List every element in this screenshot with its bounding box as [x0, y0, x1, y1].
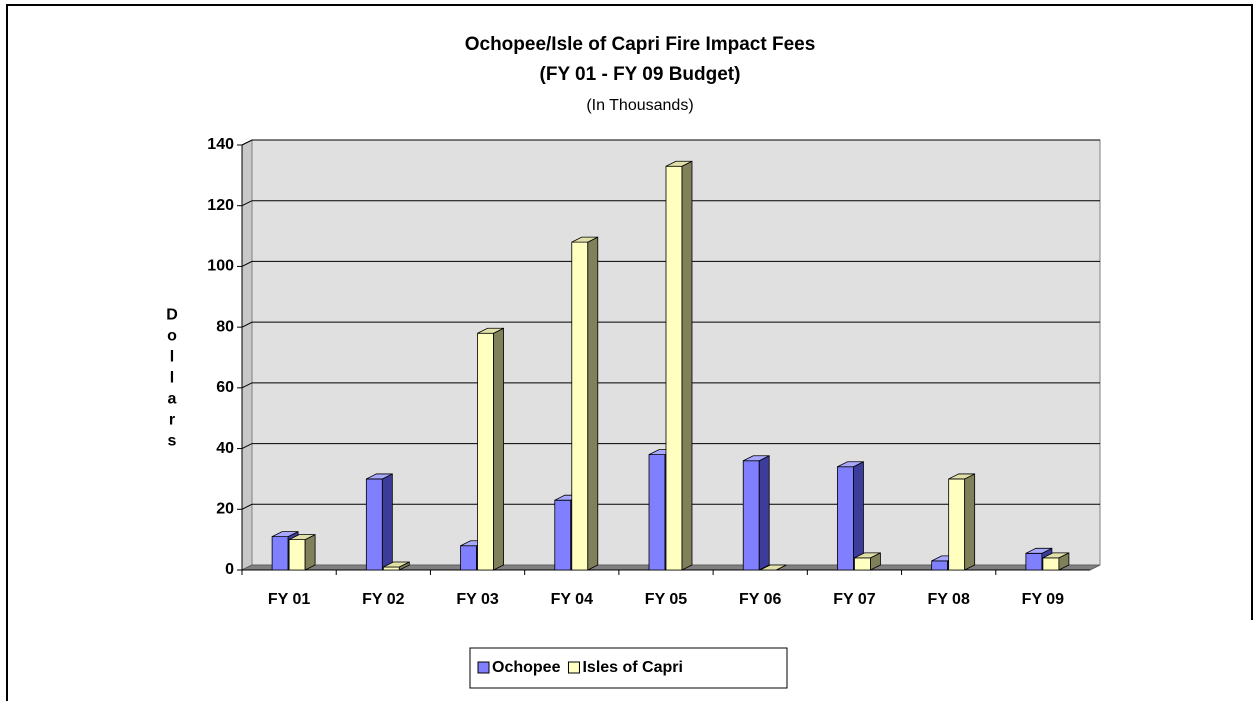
x-tick-label: FY 01 — [268, 591, 311, 608]
bar-face — [742, 460, 760, 571]
bar-face — [665, 160, 693, 167]
bar — [382, 561, 410, 571]
x-tick-label: FY 08 — [927, 591, 970, 608]
bar-face — [760, 564, 787, 571]
y-tick-label: 0 — [225, 561, 234, 578]
bar — [854, 552, 881, 571]
bar-face — [477, 327, 504, 334]
y-tick-label: 120 — [207, 197, 234, 214]
bar-face — [365, 478, 383, 571]
x-tick-label: FY 02 — [362, 591, 405, 608]
bar-face — [964, 473, 976, 571]
bar-face — [304, 533, 316, 571]
bar-face — [288, 539, 306, 571]
bar-face — [554, 499, 572, 571]
bar-face — [571, 236, 598, 243]
bar-face — [854, 557, 871, 571]
bar-face — [948, 478, 966, 571]
grid-line — [241, 382, 1100, 389]
grid-line — [241, 139, 1100, 146]
chart-title: Ochopee/Isle of Capri Fire Impact Fees — [465, 34, 816, 55]
bar-face — [1025, 547, 1053, 554]
y-axis-label: Dollars — [164, 307, 181, 454]
bar-face — [665, 165, 683, 571]
bar — [948, 473, 976, 571]
y-tick-label: 80 — [216, 318, 234, 335]
bar-face — [648, 454, 666, 571]
y-tick-label: 40 — [216, 440, 234, 457]
bar-face — [288, 534, 316, 541]
bar-face — [366, 473, 393, 480]
bar — [288, 533, 316, 571]
bar-face — [460, 545, 477, 571]
bar-face — [837, 466, 854, 571]
bar — [477, 327, 504, 571]
x-tick-label: FY 05 — [645, 591, 688, 608]
bar-face — [854, 552, 881, 559]
y-tick-label: 20 — [216, 501, 234, 518]
grid-line — [241, 321, 1100, 328]
grid-line — [241, 200, 1100, 207]
y-tick-label: 60 — [216, 379, 234, 396]
bar — [571, 236, 599, 571]
bar-face — [758, 455, 770, 571]
bar-face — [1042, 552, 1070, 559]
bar — [760, 564, 787, 571]
bar-face — [381, 473, 393, 571]
grid-line — [241, 503, 1100, 510]
x-tick-label: FY 03 — [456, 591, 499, 608]
grid-line — [241, 443, 1100, 450]
y-tick-label: 100 — [207, 258, 234, 275]
bar-face — [931, 560, 949, 571]
bar-face — [1042, 557, 1060, 571]
bar-face — [493, 327, 504, 571]
bar — [837, 461, 864, 571]
bar-face — [477, 332, 494, 571]
bar-face — [743, 455, 770, 462]
bar-face — [382, 566, 400, 571]
bar-face — [681, 160, 693, 571]
chart-note: (In Thousands) — [586, 97, 693, 114]
x-tick-label: FY 09 — [1022, 591, 1065, 608]
y-tick-label: 140 — [207, 136, 234, 153]
legend-label: Isles of Capri — [582, 659, 682, 676]
legend-label: Ochopee — [492, 659, 561, 676]
frame — [6, 4, 1253, 701]
bar — [665, 160, 693, 571]
bar — [742, 455, 770, 571]
bar — [365, 473, 393, 571]
legend — [469, 647, 788, 689]
bar-face — [383, 561, 410, 568]
bar-face — [948, 473, 975, 480]
bar — [1042, 552, 1070, 571]
bar-face — [1025, 552, 1043, 571]
bar-face — [837, 461, 864, 468]
bar-face — [271, 536, 289, 571]
x-tick-label: FY 04 — [551, 591, 594, 608]
bar-face — [587, 236, 599, 571]
legend-swatch — [477, 661, 490, 674]
legend-swatch — [567, 661, 580, 674]
bar-face — [571, 241, 589, 571]
x-tick-label: FY 06 — [739, 591, 782, 608]
x-tick-label: FY 07 — [833, 591, 876, 608]
grid-line — [241, 260, 1100, 267]
bar-face — [271, 531, 299, 538]
chart-subtitle: (FY 01 - FY 09 Budget) — [540, 64, 741, 85]
